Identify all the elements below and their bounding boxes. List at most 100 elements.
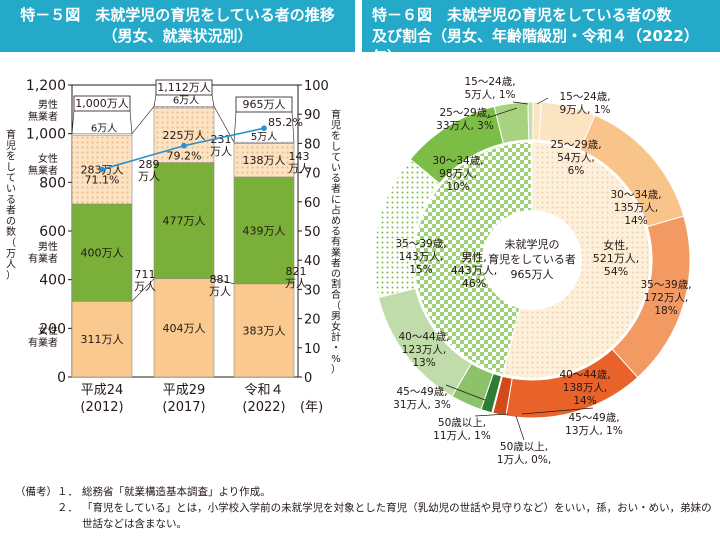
donut-outer-label-9-line-1: 123万人, bbox=[402, 344, 446, 356]
female-employed-total-1-line-0: 881 bbox=[210, 273, 231, 286]
female-unemployed-total-2-line-1: 万人 bbox=[288, 162, 310, 175]
donut-outer-label-1-line-0: 25～29歳, bbox=[550, 139, 601, 151]
category-year-1: (2017) bbox=[162, 400, 205, 415]
bar-male-employed-2 bbox=[233, 176, 295, 285]
y2-axis-label-char-2: を bbox=[331, 130, 341, 142]
donut-outer-label-6-line-1: 1万人, 0%, bbox=[497, 454, 551, 466]
leader-f-50 bbox=[515, 415, 525, 441]
donut-outer-label-5-line-1: 13万人, 1% bbox=[565, 425, 623, 437]
y2-tick-label-9: 90 bbox=[304, 108, 321, 123]
y-axis-label-char-12: 人 bbox=[6, 259, 16, 271]
bar-female-employed-1 bbox=[153, 278, 215, 378]
bar-label-male-employed-0: 400万人 bbox=[81, 247, 124, 260]
legend-male-unemployed-line-0: 男性 bbox=[38, 98, 58, 111]
note-2-label: ２． bbox=[57, 502, 78, 514]
donut-center-disc bbox=[482, 210, 582, 310]
bar-label-female-unemployed-1: 225万人 bbox=[163, 129, 206, 142]
donut-outer-label-7-line-0: 50歳以上, bbox=[438, 417, 486, 429]
employment-rate-label-0: 71.1% bbox=[85, 173, 120, 186]
y2-axis-label-char-11: る bbox=[331, 226, 341, 238]
total-bracket-r-1 bbox=[211, 94, 215, 107]
y-axis-label-char-2: を bbox=[6, 151, 16, 163]
donut-outer-label-8-line-1: 31万人, 3% bbox=[393, 399, 451, 411]
note-2-text: 「育児をしている」とは，小学校入学前の未就学児を対象とした育児（乳幼児の世話や見… bbox=[82, 502, 712, 530]
y2-axis-label-char-23: % bbox=[331, 354, 341, 365]
y-axis-label-char-6: る bbox=[6, 194, 16, 206]
bar-label-female-employed-0: 311万人 bbox=[81, 333, 124, 346]
female-unemployed-total-2-line-0: 143 bbox=[289, 150, 310, 163]
female-unemployed-total-0-line-0: 289 bbox=[139, 158, 160, 171]
donut-outer-label-7-line-1: 11万人, 1% bbox=[433, 430, 491, 442]
bar-male-employed-0 bbox=[71, 203, 133, 302]
y2-axis-label-char-1: 児 bbox=[331, 120, 341, 132]
donut-outer-label-3-line-0: 35～39歳, bbox=[640, 279, 691, 291]
legend-female-unemployed-line-1: 無業者 bbox=[28, 164, 58, 177]
category-year-2: (2022) bbox=[242, 400, 285, 415]
y2-axis-label-char-0: 育 bbox=[331, 108, 341, 121]
notes: （備考）１． 総務省「就業構造基本調査」より作成。 ２． 「育児をしている」とは… bbox=[6, 484, 716, 532]
y2-axis-label-char-16: 割 bbox=[331, 278, 341, 291]
y-tick-label-1: 200 bbox=[39, 321, 66, 337]
y2-axis-label-char-8: に bbox=[331, 194, 341, 206]
y-axis-label-char-1: 児 bbox=[6, 140, 16, 152]
note-1-text: 総務省「就業構造基本調査」より作成。 bbox=[82, 486, 271, 498]
legend-female-unemployed-line-0: 女性 bbox=[38, 152, 58, 165]
y2-axis-label-char-22: ・ bbox=[331, 343, 341, 354]
y2-tick-label-10: 100 bbox=[304, 79, 329, 94]
y-tick-label-3: 600 bbox=[39, 224, 66, 240]
employment-rate-point-0 bbox=[99, 166, 105, 173]
donut-inner-label-male-line-0: 男性, bbox=[461, 250, 487, 264]
y2-tick-label-3: 30 bbox=[304, 283, 321, 298]
y2-tick-label-7: 70 bbox=[304, 167, 321, 182]
total-bracket-l-2 bbox=[233, 111, 237, 143]
total-box-1 bbox=[155, 79, 213, 96]
bar-female-unemployed-2 bbox=[233, 143, 295, 178]
total-label-1: 1,112万人 bbox=[157, 81, 211, 94]
female-employed-total-1-line-1: 万人 bbox=[209, 285, 231, 298]
donut-outer-label-8-line-0: 45～49歳, bbox=[396, 386, 447, 398]
legend-male-unemployed-line-1: 無業者 bbox=[28, 110, 58, 123]
leader-m-1524 bbox=[512, 101, 529, 105]
bar-label-male-employed-2: 439万人 bbox=[243, 224, 286, 237]
fig5-bar-chart: 0 200 400 600 800 1,000 1,200 0 10 20 30 40 50 60 70 80… bbox=[6, 78, 341, 415]
y-tick-label-0: 0 bbox=[57, 370, 66, 386]
bar-label-female-employed-1: 404万人 bbox=[163, 322, 206, 335]
total-bracket-r-0 bbox=[129, 110, 133, 134]
female-employed-total-2-line-1: 万人 bbox=[285, 277, 307, 290]
donut-inner-label-female-line-0: 女性, bbox=[603, 238, 629, 252]
legend-male-employed-line-0: 男性 bbox=[38, 240, 58, 253]
y2-tick-label-8: 80 bbox=[304, 137, 321, 152]
y2-axis-label-char-24: ） bbox=[331, 363, 341, 375]
total-label-2: 965万人 bbox=[243, 98, 286, 111]
bar-label-female-unemployed-2: 138万人 bbox=[243, 154, 286, 167]
donut-inner-label-male-line-1: 443万人, bbox=[451, 264, 498, 277]
female-unemployed-total-0-line-1: 万人 bbox=[138, 170, 160, 183]
y2-axis-label-char-3: し bbox=[331, 141, 341, 153]
donut-outer-segment-13 bbox=[527, 101, 534, 141]
donut-center-line-2: 965万人 bbox=[511, 268, 554, 281]
donut-outer-label-5-line-0: 45～49歳, bbox=[568, 412, 619, 424]
donut-outer-label-4-line-1: 138万人, bbox=[563, 382, 607, 394]
y2-axis-label-char-12: 有 bbox=[331, 235, 341, 248]
donut-outer-label-0-line-0: 15～24歳, bbox=[559, 91, 610, 103]
donut-outer-label-12-line-1: 33万人, 3% bbox=[436, 120, 494, 132]
bar-male-unemployed-1 bbox=[153, 106, 215, 109]
donut-outer-label-10-line-2: 15% bbox=[409, 264, 432, 276]
y-tick-label-5: 1,000 bbox=[26, 127, 66, 143]
y-tick-label-6: 1,200 bbox=[26, 78, 66, 94]
fig6-title-line1: 特－６図 未就学児の育児をしている者の数 bbox=[372, 6, 672, 24]
donut-inner-segment-1 bbox=[413, 141, 533, 375]
bar-male-unemployed-0 bbox=[71, 133, 133, 136]
y2-tick-label-6: 60 bbox=[304, 196, 321, 211]
y2-axis-label-char-14: 者 bbox=[331, 257, 341, 269]
donut-outer-label-0-line-1: 9万人, 1% bbox=[559, 104, 610, 116]
y2-axis-label-char-20: 女 bbox=[331, 320, 341, 333]
category-era-2: 令和４ bbox=[244, 383, 283, 398]
fig5-title-line1: 特－５図 未就学児の育児をしている者の推移 bbox=[20, 6, 335, 24]
y2-axis-label-char-10: め bbox=[331, 215, 341, 227]
y2-axis-label-char-19: 男 bbox=[331, 310, 341, 322]
donut-outer-label-13-line-1: 5万人, 1% bbox=[464, 89, 515, 101]
y-axis-label-char-10: （ bbox=[6, 237, 16, 249]
donut-outer-label-12-line-0: 25～29歳, bbox=[439, 107, 490, 119]
bar-connector-mid-1 bbox=[213, 278, 235, 285]
